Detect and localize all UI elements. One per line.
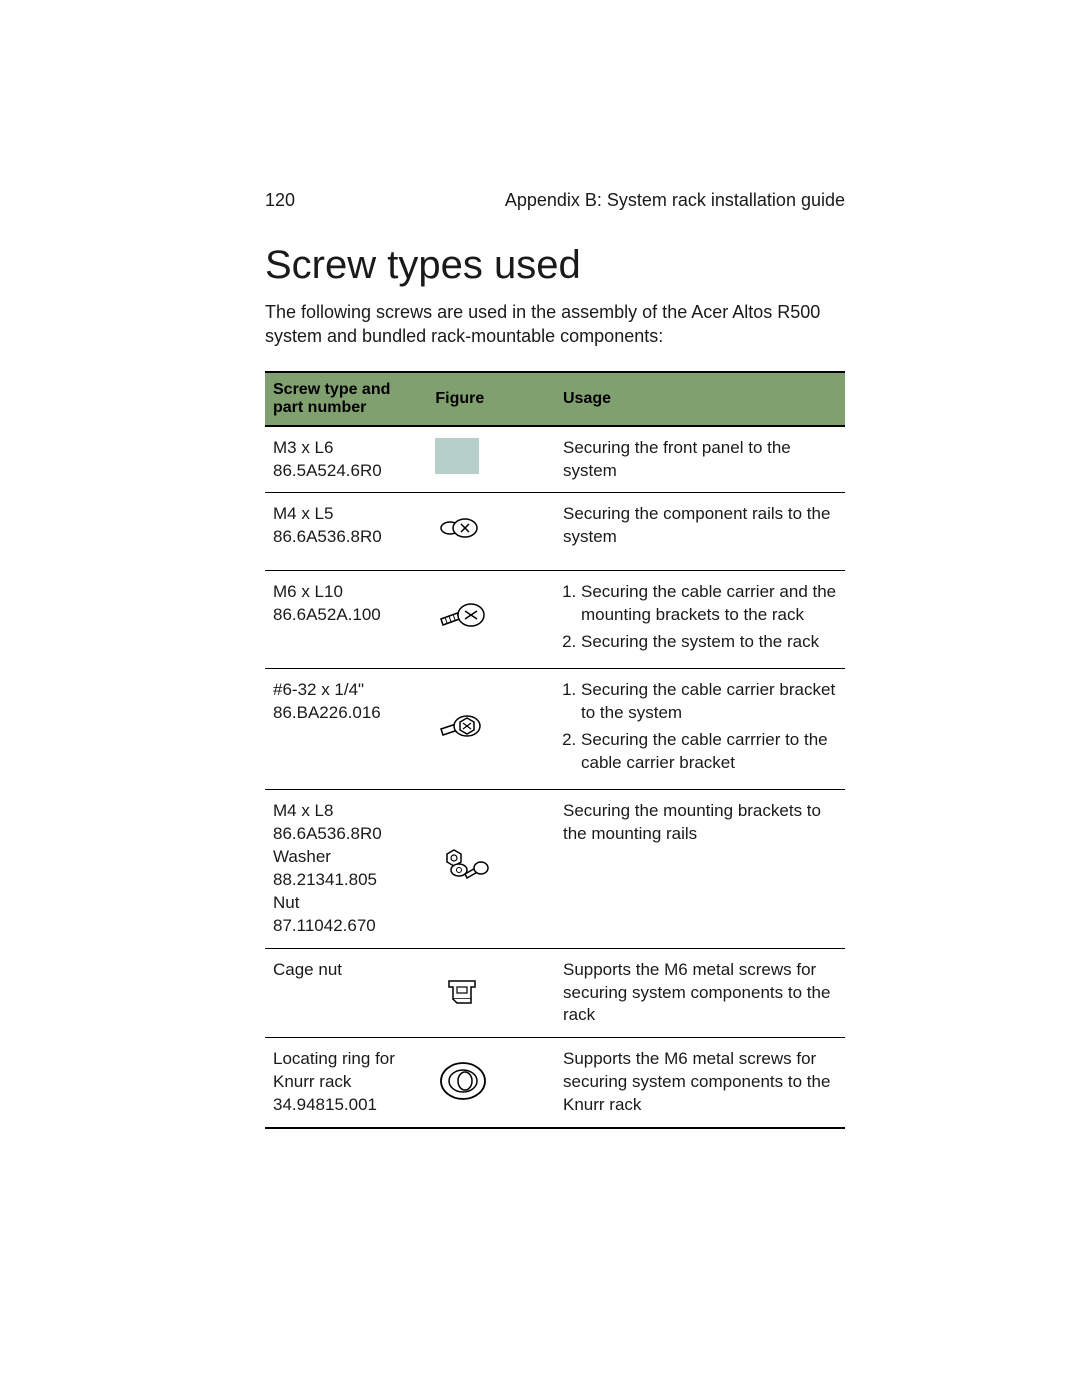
type-line: M4 x L8: [273, 800, 419, 823]
table-row: M4 x L586.6A536.8R0 Securing the componen…: [265, 493, 845, 571]
type-line: Locating ring for Knurr rack: [273, 1048, 419, 1094]
appendix-label: Appendix B: System rack installation gui…: [505, 190, 845, 211]
type-line: 86.5A524.6R0: [273, 460, 419, 483]
type-line: 86.6A536.8R0: [273, 526, 419, 549]
table-row: M3 x L686.5A524.6R0 Securing the front pa…: [265, 426, 845, 493]
cell-figure: [427, 948, 555, 1038]
type-line: 86.6A536.8R0: [273, 823, 419, 846]
table-row: M4 x L886.6A536.8R0Washer88.21341.805Nut…: [265, 789, 845, 948]
type-line: M6 x L10: [273, 581, 419, 604]
table-row: Cage nut Supports the M6 metal screws for…: [265, 948, 845, 1038]
type-line: Washer: [273, 846, 419, 869]
pan-screw-icon: [435, 591, 491, 641]
cell-figure: [427, 426, 555, 493]
type-line: Cage nut: [273, 959, 419, 982]
cell-figure: [427, 789, 555, 948]
type-line: Nut: [273, 892, 419, 915]
cell-figure: [427, 493, 555, 571]
cell-usage: Securing the front panel to the system: [555, 426, 845, 493]
cell-usage: Supports the M6 metal screws for securin…: [555, 1038, 845, 1128]
usage-list-item: Securing the system to the rack: [581, 631, 837, 654]
page-title: Screw types used: [265, 243, 845, 288]
cell-figure: [427, 669, 555, 790]
col-header-type: Screw type and part number: [265, 372, 427, 426]
locating-ring-icon: [435, 1054, 491, 1104]
table-body: M3 x L686.5A524.6R0 Securing the front pa…: [265, 426, 845, 1129]
cell-usage: Securing the cable carrier and the mount…: [555, 571, 845, 669]
type-line: M4 x L5: [273, 503, 419, 526]
cell-usage: Securing the component rails to the syst…: [555, 493, 845, 571]
type-line: 86.BA226.016: [273, 702, 419, 725]
cell-usage: Supports the M6 metal screws for securin…: [555, 948, 845, 1038]
intro-paragraph: The following screws are used in the ass…: [265, 300, 845, 349]
type-line: 88.21341.805: [273, 869, 419, 892]
page-header: 120 Appendix B: System rack installation…: [265, 190, 845, 211]
page: 120 Appendix B: System rack installation…: [0, 0, 1080, 1397]
cell-type: M6 x L1086.6A52A.100: [265, 571, 427, 669]
nut-washer-screw-icon: [435, 840, 491, 890]
cell-type: Cage nut: [265, 948, 427, 1038]
usage-list-item: Securing the cable carrrier to the cable…: [581, 729, 837, 775]
usage-list-item: Securing the cable carrier bracket to th…: [581, 679, 837, 725]
type-line: M3 x L6: [273, 437, 419, 460]
cell-type: M3 x L686.5A524.6R0: [265, 426, 427, 493]
cell-type: M4 x L586.6A536.8R0: [265, 493, 427, 571]
figure-placeholder-icon: [435, 438, 479, 474]
cell-figure: [427, 1038, 555, 1128]
type-line: 86.6A52A.100: [273, 604, 419, 627]
col-header-figure: Figure: [427, 372, 555, 426]
cell-usage: Securing the mounting brackets to the mo…: [555, 789, 845, 948]
col-header-usage: Usage: [555, 372, 845, 426]
type-line: 87.11042.670: [273, 915, 419, 938]
page-number: 120: [265, 190, 295, 211]
cage-nut-icon: [435, 965, 491, 1015]
table-row: Locating ring for Knurr rack34.94815.001…: [265, 1038, 845, 1128]
table-header-row: Screw type and part number Figure Usage: [265, 372, 845, 426]
cell-type: #6-32 x 1/4"86.BA226.016: [265, 669, 427, 790]
type-line: #6-32 x 1/4": [273, 679, 419, 702]
cell-usage: Securing the cable carrier bracket to th…: [555, 669, 845, 790]
small-screw-icon: [435, 503, 491, 553]
cell-type: M4 x L886.6A536.8R0Washer88.21341.805Nut…: [265, 789, 427, 948]
usage-list-item: Securing the cable carrier and the mount…: [581, 581, 837, 627]
table-row: #6-32 x 1/4"86.BA226.016 Securing the cab…: [265, 669, 845, 790]
hex-flange-screw-icon: [435, 701, 491, 751]
table-row: M6 x L1086.6A52A.100 Securing the cable c…: [265, 571, 845, 669]
screw-table: Screw type and part number Figure Usage …: [265, 371, 845, 1130]
type-line: 34.94815.001: [273, 1094, 419, 1117]
cell-type: Locating ring for Knurr rack34.94815.001: [265, 1038, 427, 1128]
cell-figure: [427, 571, 555, 669]
